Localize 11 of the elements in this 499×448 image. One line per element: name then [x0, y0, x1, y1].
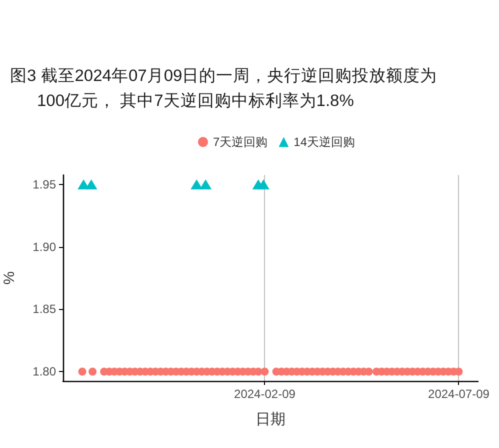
legend-label: 7天逆回购	[213, 135, 268, 149]
y-tick-label: 1.90	[32, 240, 56, 254]
chart-title: 图3 截至2024年07月09日的一周，央行逆回购投放额度为100亿元， 其中7天逆回购中标利率为1.8%	[10, 66, 438, 112]
legend-label: 14天逆回购	[294, 135, 356, 149]
y-tick-label: 1.95	[32, 177, 56, 192]
x-axis-title: 日期	[256, 411, 286, 428]
y-tick-label: 1.85	[32, 302, 56, 316]
y-tick-label: 1.80	[32, 364, 56, 379]
x-tick-label: 2024-07-09	[428, 387, 490, 401]
x-tick-label: 2024-02-09	[234, 387, 296, 401]
y-axis-title: %	[1, 271, 18, 285]
